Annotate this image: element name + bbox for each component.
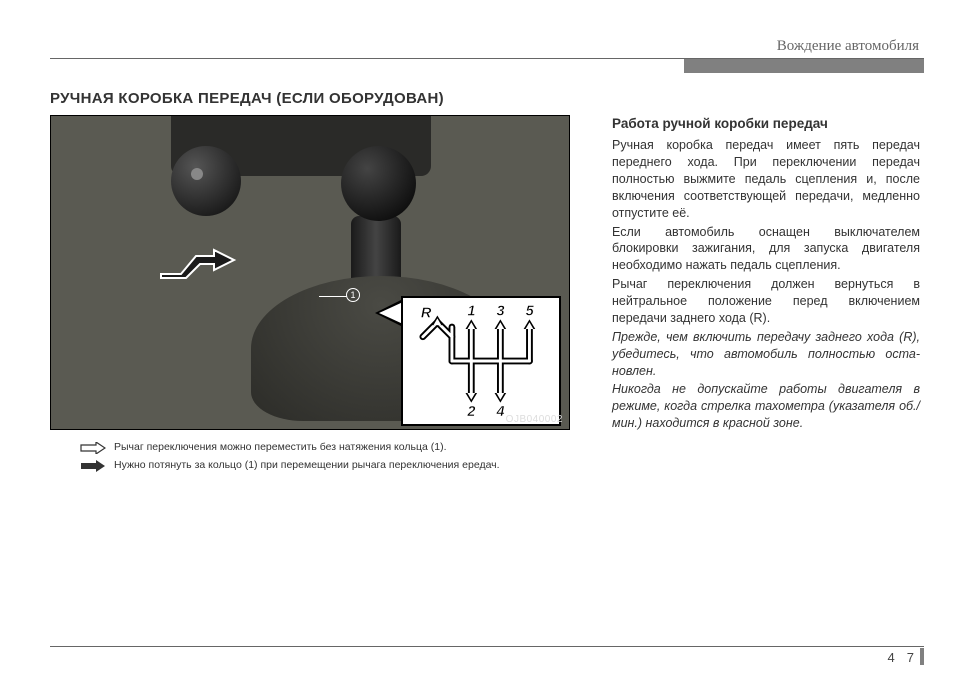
svg-text:5: 5 <box>526 303 535 319</box>
solid-arrow-icon <box>80 460 106 472</box>
subheading: Работа ручной коробки передач <box>612 115 920 133</box>
pull-arrow-icon <box>156 246 246 281</box>
svg-text:3: 3 <box>497 303 505 319</box>
svg-text:1: 1 <box>467 303 475 319</box>
svg-text:2: 2 <box>466 404 475 420</box>
legend-text-1: Рычаг переключения можно переместить без… <box>114 440 446 456</box>
figure-legend: Рычаг переключения можно переместить без… <box>80 440 570 476</box>
secondary-knob <box>171 146 241 216</box>
figure-manual-transmission: 1 <box>50 115 570 430</box>
section-title: РУЧНАЯ КОРОБКА ПЕРЕДАЧ (ЕСЛИ ОБОРУДОВАН) <box>50 90 444 107</box>
paragraph: Ручная коробка передач имеет пять переда… <box>612 137 920 221</box>
ring-marker: 1 <box>346 288 360 302</box>
figure-code: OJB040002 <box>506 414 563 425</box>
legend-text-2: Нужно потянуть за кольцо (1) при перемещ… <box>114 458 500 474</box>
footer-accent-bar <box>920 648 924 665</box>
paragraph: Рычаг переключения должен вернуться в не… <box>612 276 920 327</box>
body-text-column: Работа ручной коробки передач Ручная кор… <box>612 115 920 434</box>
shifter-knob <box>341 146 416 221</box>
open-arrow-icon <box>80 442 106 454</box>
page-no: 7 <box>907 650 914 665</box>
paragraph: Если автомобиль оснащен выключателем бло… <box>612 224 920 275</box>
ring-leader-line <box>319 296 347 297</box>
chapter-title: Вождение автомобиля <box>777 38 919 55</box>
gear-pattern-diagram: R 1 3 5 2 4 <box>403 298 559 424</box>
legend-row-open-arrow: Рычаг переключения можно переместить без… <box>80 440 570 456</box>
footer-rule <box>50 646 924 647</box>
callout-pointer <box>375 299 403 327</box>
header-accent-bar <box>684 59 924 73</box>
svg-text:4: 4 <box>496 404 505 420</box>
paragraph-note: Никогда не допускайте работы двигателя в… <box>612 381 920 432</box>
paragraph-note: Прежде, чем включить передачу заднего хо… <box>612 329 920 380</box>
page-number: 47 <box>888 650 914 665</box>
legend-row-solid-arrow: Нужно потянуть за кольцо (1) при перемещ… <box>80 458 570 474</box>
gear-pattern-callout: R 1 3 5 2 4 <box>401 296 561 426</box>
svg-text:R: R <box>421 305 432 321</box>
page-section: 4 <box>888 650 895 665</box>
